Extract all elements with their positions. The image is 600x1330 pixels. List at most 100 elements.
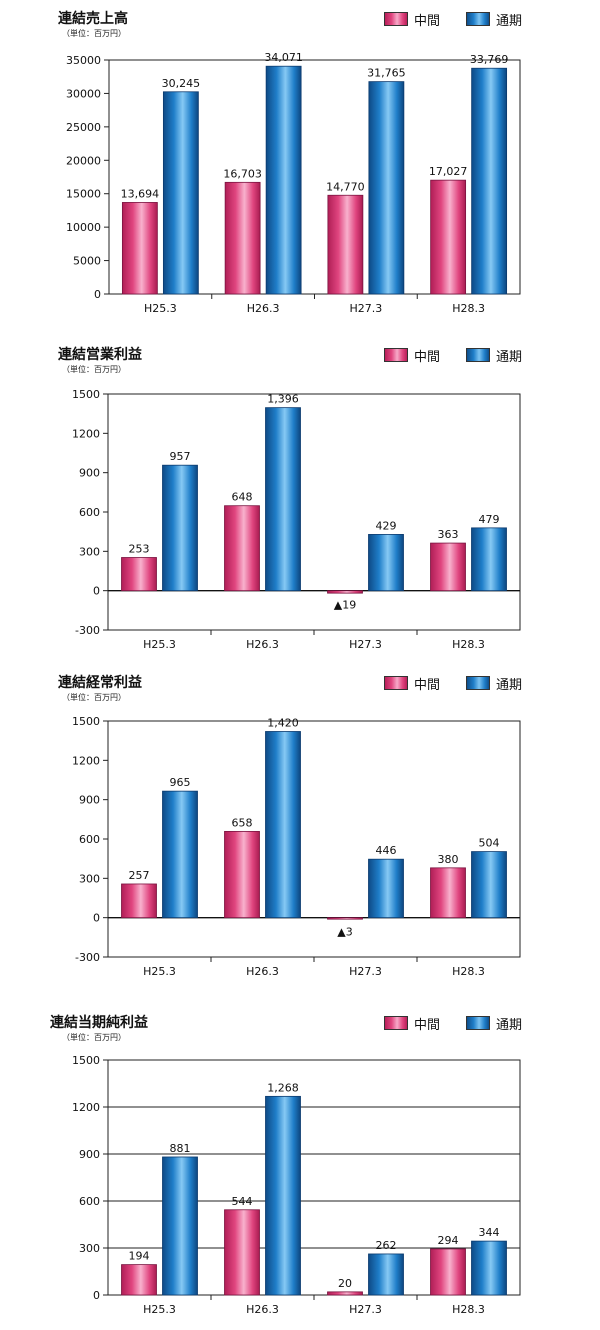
data-label: 648 bbox=[232, 491, 253, 504]
y-tick-label: 15000 bbox=[66, 188, 101, 201]
x-tick-label: H27.3 bbox=[349, 1303, 382, 1316]
bar-full bbox=[162, 1156, 198, 1296]
bar-full bbox=[368, 858, 404, 919]
chart-panel-ordinary-income: 連結経常利益 （単位：百万円） 中間 通期 -300 0 300 600 900 1200… bbox=[0, 672, 600, 982]
legend: 中間 通期 bbox=[384, 346, 594, 366]
legend-swatch-interim bbox=[384, 12, 408, 26]
legend-swatch-full bbox=[466, 1016, 490, 1030]
data-label: 380 bbox=[438, 853, 459, 866]
bar-interim bbox=[327, 194, 364, 295]
chart-title: 連結経常利益 bbox=[58, 675, 142, 691]
legend-label-full: 通期 bbox=[496, 14, 523, 29]
bar-interim bbox=[430, 1248, 466, 1296]
y-tick-label: 1500 bbox=[72, 1054, 100, 1067]
bar-full bbox=[471, 851, 507, 919]
chart-panel-sales: 連結売上高 （単位：百万円） 中間 通期 0 5000 10000 15000 2000… bbox=[0, 8, 600, 318]
data-label: 1,420 bbox=[267, 716, 299, 729]
data-label: ▲3 bbox=[337, 926, 352, 939]
y-tick-label: 0 bbox=[93, 1289, 100, 1302]
data-label: 253 bbox=[129, 542, 150, 555]
data-label: 14,770 bbox=[326, 180, 365, 193]
bar-full bbox=[265, 407, 301, 592]
bar-full bbox=[368, 1253, 404, 1296]
data-label: 262 bbox=[376, 1239, 397, 1252]
data-label: 16,703 bbox=[223, 167, 262, 180]
y-tick-label: 1500 bbox=[72, 388, 100, 401]
unit-label: （単位：百万円） bbox=[62, 29, 126, 38]
legend: 中間 通期 bbox=[384, 10, 594, 30]
data-label: 1,396 bbox=[267, 393, 299, 406]
data-label: 658 bbox=[232, 816, 253, 829]
data-label: ▲19 bbox=[334, 599, 356, 612]
data-label: 1,268 bbox=[267, 1081, 299, 1094]
y-tick-label: 600 bbox=[79, 506, 100, 519]
data-label: 446 bbox=[376, 844, 397, 857]
data-label: 429 bbox=[376, 519, 397, 532]
bar-interim bbox=[430, 179, 467, 295]
data-label: 344 bbox=[479, 1226, 500, 1239]
bar-full bbox=[265, 731, 301, 919]
legend-swatch-interim bbox=[384, 1016, 408, 1030]
legend-swatch-full bbox=[466, 12, 490, 26]
chart-svg-operating-income: -300 0 300 600 900 1200 1500 H25.3 253 957 H26.3 64… bbox=[72, 388, 521, 651]
legend-swatch-full bbox=[466, 348, 490, 362]
bar-interim bbox=[121, 557, 157, 592]
bar-interim bbox=[224, 1209, 260, 1296]
y-tick-label: -300 bbox=[75, 624, 100, 637]
chart-panel-net-income: 連結当期純利益 （単位：百万円） 中間 通期 0 300 600 900 1200 150… bbox=[0, 1012, 600, 1330]
y-tick-label: 5000 bbox=[73, 255, 101, 268]
data-label: 544 bbox=[232, 1195, 253, 1208]
bar-interim bbox=[430, 542, 466, 592]
y-tick-label: 10000 bbox=[66, 221, 101, 234]
y-tick-label: 600 bbox=[79, 1195, 100, 1208]
bar-full bbox=[471, 1240, 507, 1296]
y-tick-label: 300 bbox=[79, 1242, 100, 1255]
bar-interim bbox=[430, 867, 466, 919]
bar-full bbox=[471, 527, 507, 592]
bar-interim bbox=[121, 202, 158, 295]
chart-title: 連結当期純利益 bbox=[50, 1015, 148, 1031]
legend-label-interim: 中間 bbox=[414, 14, 441, 29]
y-tick-label: 300 bbox=[79, 872, 100, 885]
data-label: 957 bbox=[170, 450, 191, 463]
y-tick-label: 30000 bbox=[66, 87, 101, 100]
y-tick-label: 0 bbox=[94, 288, 101, 301]
chart-panel-operating-income: 連結営業利益 （単位：百万円） 中間 通期 -300 0 300 600 900 1200… bbox=[0, 344, 600, 654]
data-label: 294 bbox=[438, 1234, 459, 1247]
bar-interim bbox=[224, 505, 260, 592]
bar-full bbox=[368, 81, 405, 295]
data-label: 13,694 bbox=[121, 187, 160, 200]
x-tick-label: H25.3 bbox=[143, 1303, 176, 1316]
chart-svg-ordinary-income: -300 0 300 600 900 1200 1500 H25.3 257 965 H26.3 65… bbox=[72, 715, 521, 978]
chart-title: 連結営業利益 bbox=[58, 347, 142, 363]
y-tick-label: 900 bbox=[79, 467, 100, 480]
data-label: 31,765 bbox=[367, 67, 406, 80]
x-tick-label: H25.3 bbox=[143, 638, 176, 651]
legend-label-interim: 中間 bbox=[414, 350, 441, 365]
legend-label-full: 通期 bbox=[496, 678, 523, 693]
data-label: 20 bbox=[338, 1277, 352, 1290]
bar-interim bbox=[224, 830, 260, 919]
legend: 中間 通期 bbox=[384, 674, 594, 694]
legend-swatch-interim bbox=[384, 348, 408, 362]
bar-full bbox=[162, 790, 198, 919]
data-label: 30,245 bbox=[162, 77, 201, 90]
bar-interim bbox=[327, 1291, 363, 1296]
data-label: 257 bbox=[129, 869, 150, 882]
bar-full bbox=[162, 91, 199, 295]
x-tick-label: H28.3 bbox=[452, 638, 485, 651]
y-tick-label: 1500 bbox=[72, 715, 100, 728]
y-tick-label: 300 bbox=[79, 545, 100, 558]
legend-label-full: 通期 bbox=[496, 1018, 523, 1033]
bar-full bbox=[265, 65, 302, 295]
bar-full bbox=[265, 1095, 301, 1296]
y-tick-label: 35000 bbox=[66, 54, 101, 67]
bar-full bbox=[162, 464, 198, 592]
x-tick-label: H28.3 bbox=[452, 1303, 485, 1316]
bar-full bbox=[368, 534, 404, 592]
unit-label: （単位：百万円） bbox=[62, 365, 126, 374]
legend-label-interim: 中間 bbox=[414, 1018, 441, 1033]
y-tick-label: 25000 bbox=[66, 121, 101, 134]
bar-interim bbox=[121, 883, 157, 919]
x-tick-label: H27.3 bbox=[349, 302, 382, 315]
